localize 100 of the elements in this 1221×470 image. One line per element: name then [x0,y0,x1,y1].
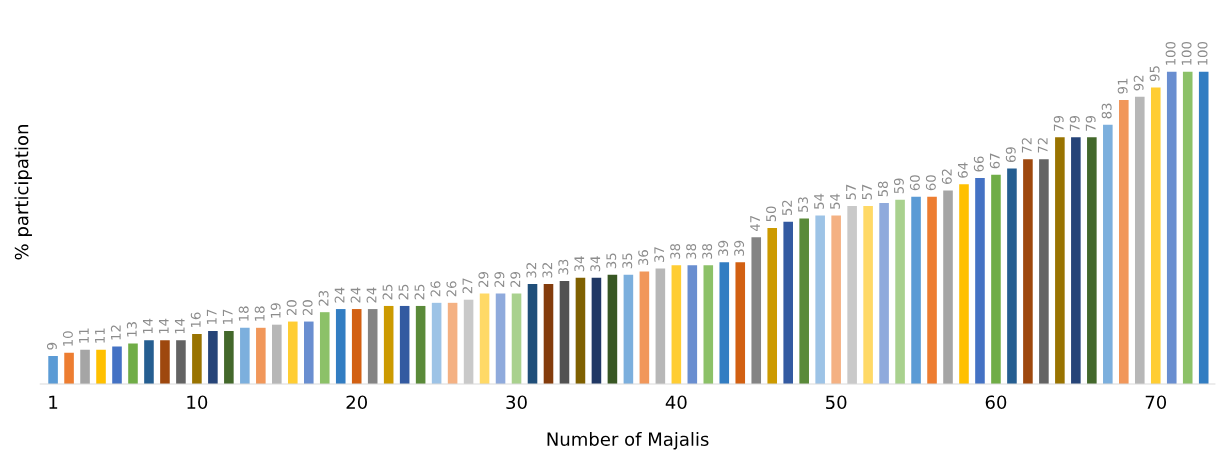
bar [687,265,698,384]
data-label: 100 [1181,41,1192,65]
bar [1071,137,1081,384]
bar [751,237,762,384]
data-label: 69 [1005,147,1016,163]
data-label: 17 [222,309,233,324]
bar [575,277,586,384]
data-label: 83 [1101,103,1112,119]
bar [1007,168,1017,384]
data-label: 19 [270,303,281,318]
bar [96,349,106,384]
bar [1103,124,1113,384]
bar [591,277,602,384]
bar [192,334,202,384]
bar [415,305,426,384]
bar [879,202,889,384]
bar [783,221,793,384]
y-axis-title: % participation [14,125,32,260]
data-label: 67 [989,153,1000,169]
data-label: 32 [526,263,537,278]
data-label: 53 [798,197,809,212]
bar [1134,96,1145,384]
data-label: 72 [1037,138,1048,153]
data-label: 29 [510,272,521,287]
data-label: 38 [670,243,681,259]
bar [767,227,778,384]
bar [1150,87,1161,384]
bar [447,302,458,384]
data-label: 17 [206,309,217,324]
bar [351,309,362,384]
data-label: 20 [302,300,313,316]
data-label: 64 [957,162,968,178]
bar [208,330,218,384]
bar [303,321,314,384]
bar [367,309,378,384]
data-label: 34 [574,256,585,272]
bar [527,284,538,384]
bar [831,215,841,384]
data-label: 35 [622,253,633,269]
bar [319,312,330,384]
bar [144,340,154,384]
data-label: 25 [382,284,393,300]
data-label: 72 [1021,138,1032,153]
data-label: 95 [1149,66,1160,82]
bar [559,280,570,384]
bar [1119,99,1129,384]
bar [911,196,921,384]
data-label: 57 [846,184,856,200]
data-label: 54 [830,193,840,209]
bar [639,271,650,384]
data-label: 37 [654,247,665,262]
bar [64,352,74,384]
data-label: 66 [973,156,984,172]
bar [959,184,969,384]
bar [543,284,554,384]
x-tick-label: 30 [506,395,527,410]
data-label: 11 [95,328,105,343]
data-label: 12 [110,325,121,340]
x-tick-label: 10 [187,395,208,410]
data-label: 29 [478,272,489,287]
data-label: 34 [590,256,601,272]
data-label: 100 [1165,41,1176,65]
data-label: 24 [334,287,345,303]
data-label: 38 [686,243,697,259]
bar [735,262,746,384]
bar [495,293,506,384]
data-label: 47 [750,216,760,232]
bar [991,174,1001,384]
bar [943,190,953,384]
bar [975,177,985,384]
data-label: 100 [1197,41,1208,65]
x-tick-label: 70 [1145,395,1167,410]
data-label: 52 [782,200,793,216]
data-label: 79 [1069,115,1080,131]
bar [335,309,346,384]
bar [1198,71,1209,384]
data-label: 14 [174,318,185,334]
bar [927,196,937,384]
bar [1055,137,1065,384]
bar [815,215,825,384]
data-label: 62 [941,169,952,184]
data-label: 9 [46,342,57,350]
data-label: 25 [414,284,425,300]
bar [607,274,618,384]
bar [623,274,634,384]
data-label: 36 [638,250,649,266]
data-label: 18 [238,306,249,321]
data-label: 20 [286,300,297,316]
x-tick-label: 1 [49,395,58,409]
bar [895,199,905,384]
bar [288,321,298,384]
data-label: 26 [446,281,457,297]
bar [511,293,522,384]
bar [176,340,186,384]
data-label: 79 [1085,115,1096,131]
bar [240,327,250,384]
data-label: 26 [430,281,441,297]
data-label: 32 [542,263,553,278]
data-label: 79 [1053,115,1064,131]
x-tick-label: 50 [826,395,847,410]
